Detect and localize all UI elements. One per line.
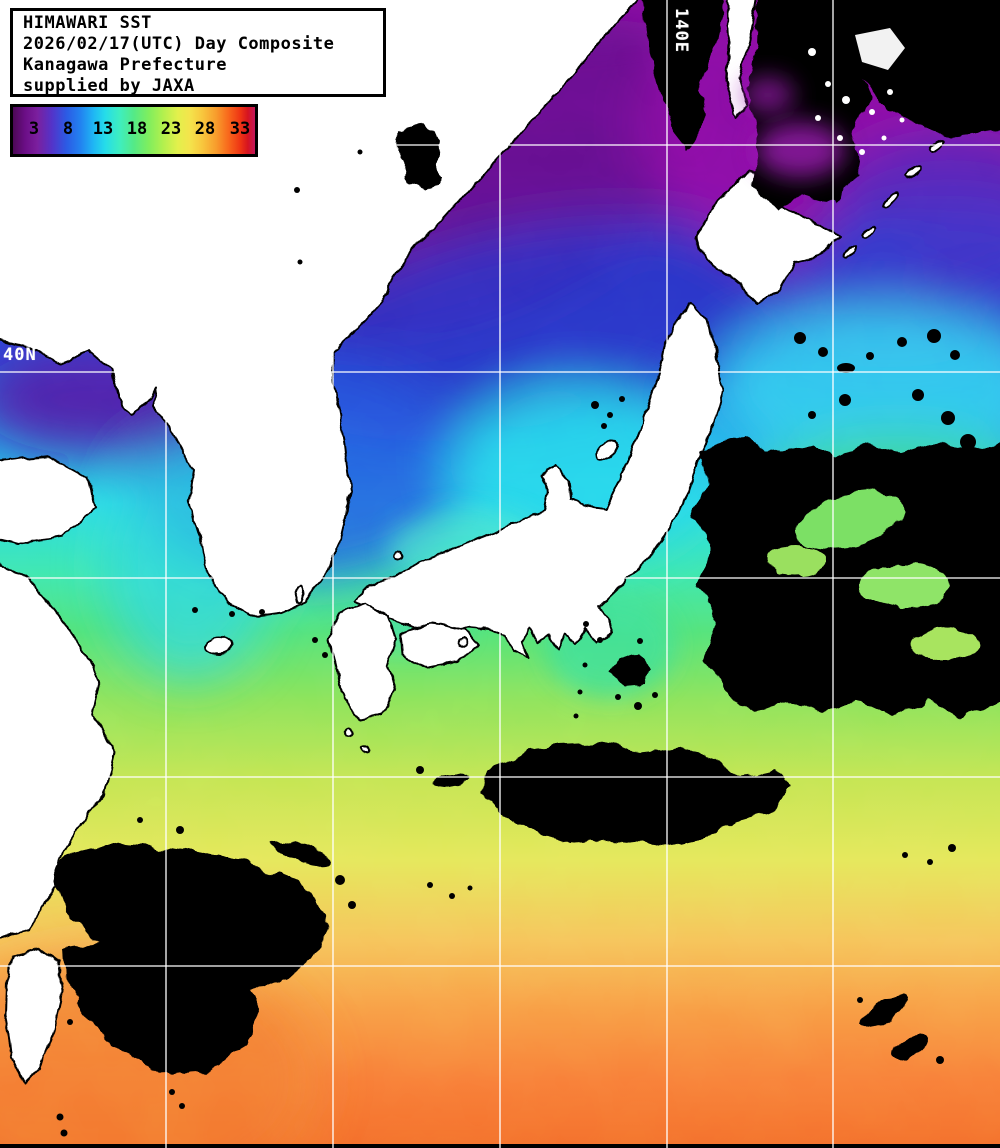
land-awaji <box>458 637 468 647</box>
land-tsushima <box>294 584 306 604</box>
land-osumi-island <box>344 728 354 738</box>
land-sado-island <box>594 439 620 461</box>
title-line-date: 2026/02/17(UTC) Day Composite <box>23 34 335 54</box>
temperature-colorbar: 3 8 13 18 23 28 33 <box>10 104 258 157</box>
cloud-gaps <box>765 491 980 662</box>
land-shikoku <box>399 621 479 669</box>
colorbar-tick: 13 <box>92 119 114 139</box>
title-line-product: HIMAWARI SST <box>23 13 152 33</box>
colorbar-tick: 8 <box>62 119 74 139</box>
colorbar-tick: 23 <box>160 119 182 139</box>
colorbar-tick: 28 <box>194 119 216 139</box>
sea-ice-speckles <box>808 28 905 155</box>
parallel-label-40n: 40N <box>3 345 37 365</box>
meridian-label-140e: 140E <box>671 8 691 53</box>
land-jeju <box>205 637 233 655</box>
title-line-region: Kanagawa Prefecture <box>23 55 227 75</box>
title-box: HIMAWARI SST 2026/02/17(UTC) Day Composi… <box>10 8 386 97</box>
land-sakhalin <box>725 0 757 119</box>
okhotsk-mottling <box>742 28 905 178</box>
land-tanegashima <box>360 745 372 755</box>
colorbar-tick: 18 <box>126 119 148 139</box>
colorbar-tick: 3 <box>28 119 40 139</box>
title-line-supplier: supplied by JAXA <box>23 76 195 96</box>
land-oki <box>393 551 403 561</box>
land-kyushu <box>328 603 397 720</box>
land-shandong <box>0 455 97 545</box>
colorbar-tick: 33 <box>229 119 251 139</box>
cloud-speckles <box>56 149 976 1137</box>
land-china-coast <box>0 563 116 939</box>
colorbar-gradient: 3 8 13 18 23 28 33 <box>13 107 255 154</box>
land-taiwan <box>4 947 63 1085</box>
